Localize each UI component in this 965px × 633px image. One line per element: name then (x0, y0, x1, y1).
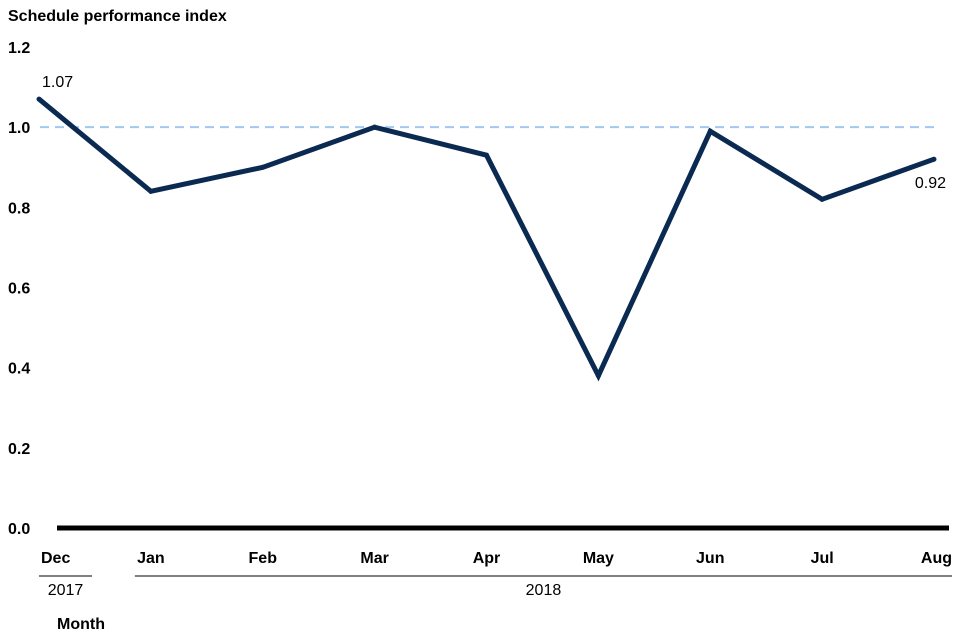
data-point-may (595, 373, 601, 379)
x-tick-labels: Dec Jan Feb Mar Apr May Jun Jul Aug (41, 550, 952, 567)
x-tick-label: Apr (473, 550, 501, 567)
y-axis-title: Schedule performance index (8, 8, 227, 25)
data-point-mar (372, 124, 378, 130)
x-tick-label: Dec (41, 550, 70, 567)
year-groups: 2017 2018 (39, 575, 952, 599)
data-point-dec (36, 96, 42, 102)
x-tick-label: Aug (921, 550, 952, 567)
data-point-jun (707, 128, 713, 134)
year-group-label: 2018 (526, 582, 562, 599)
x-tick-label: Jan (137, 550, 165, 567)
y-tick-label: 1.2 (8, 40, 30, 57)
y-tick-label: 0.2 (8, 441, 30, 458)
data-point-apr (484, 152, 489, 158)
y-tick-label: 0.8 (8, 200, 30, 217)
y-tick-labels: 0.0 0.2 0.4 0.6 0.8 1.0 1.2 (8, 40, 30, 538)
y-tick-label: 0.4 (8, 361, 30, 378)
x-tick-label: Feb (249, 550, 278, 567)
data-labels: 1.07 0.92 (42, 74, 946, 192)
data-point-jul (819, 196, 825, 202)
data-label: 1.07 (42, 74, 73, 91)
y-tick-label: 0.0 (8, 521, 30, 538)
series-line (37, 97, 935, 382)
data-point-jan (148, 188, 154, 194)
year-group-label: 2017 (48, 582, 84, 599)
x-tick-label: Mar (360, 550, 388, 567)
data-point-feb (260, 164, 266, 170)
x-tick-label: May (583, 550, 614, 567)
x-axis-title: Month (57, 616, 105, 633)
data-point-aug (931, 156, 937, 162)
x-tick-label: Jun (696, 550, 724, 567)
x-tick-label: Jul (811, 550, 834, 567)
data-points (36, 96, 937, 379)
y-tick-label: 0.6 (8, 281, 30, 298)
y-tick-label: 1.0 (8, 120, 30, 137)
data-label: 0.92 (915, 175, 946, 192)
